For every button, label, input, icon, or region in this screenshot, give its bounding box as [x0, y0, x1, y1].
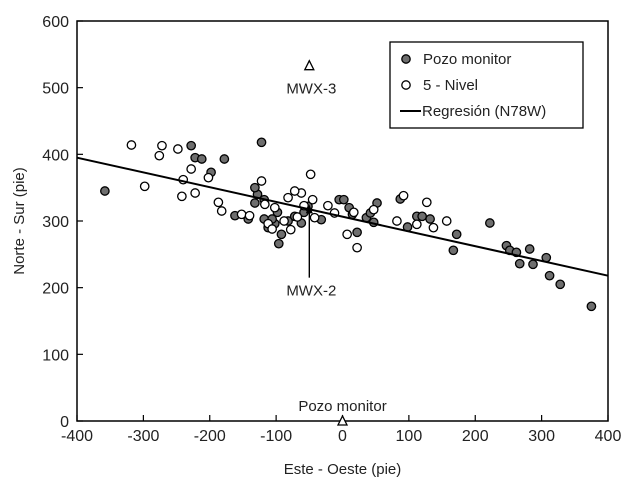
x-tick-label-2: -200	[194, 428, 226, 445]
nivel-5-point-18	[269, 202, 280, 213]
pozo-monitor-origin-label: Pozo monitor	[298, 398, 386, 415]
y-tick-label-6: 600	[42, 14, 69, 31]
pozo-monitor-point-46	[544, 270, 555, 281]
nivel-5-point-35	[411, 219, 422, 230]
nivel-5-point-37	[428, 222, 439, 233]
y-tick-label-1: 100	[42, 347, 69, 364]
nivel-5-point-39	[283, 192, 293, 203]
nivel-5-point-11	[216, 206, 227, 216]
nivel-5-point-29	[342, 229, 352, 240]
nivel-5-point-19	[279, 216, 289, 226]
pozo-monitor-point-3	[196, 154, 207, 164]
pozo-monitor-point-48	[586, 301, 597, 312]
pozo-monitor-origin-marker	[336, 414, 349, 426]
nivel-5-point-36	[421, 197, 432, 208]
pozo-monitor-point-4	[219, 154, 230, 164]
legend-swatch-1	[401, 80, 411, 90]
pozo-monitor-point-15	[276, 229, 287, 240]
nivel-5-point-5	[177, 191, 187, 202]
y-tick-label-0: 0	[60, 414, 69, 431]
legend-label-0: Pozo monitor	[423, 51, 511, 68]
mwx2-arrowhead	[305, 204, 313, 214]
nivel-5-point-32	[368, 204, 379, 215]
nivel-5-point-2	[157, 140, 167, 151]
y-tick-label-3: 300	[42, 214, 69, 231]
nivel-5-point-30	[348, 207, 359, 218]
nivel-5-point-10	[213, 197, 224, 208]
pozo-monitor-point-43	[524, 244, 535, 254]
nivel-5-point-0	[126, 140, 137, 150]
legend-box	[389, 41, 584, 129]
nivel-5-point-8	[190, 188, 200, 198]
x-tick-label-0: -400	[61, 428, 93, 445]
pozo-monitor-point-47	[555, 279, 566, 290]
nivel-5-point-26	[309, 212, 320, 223]
nivel-5-point-31	[352, 242, 362, 253]
y-axis-title: Norte - Sur (pie)	[11, 167, 28, 275]
pozo-monitor-point-23	[338, 194, 349, 205]
x-tick-label-6: 200	[462, 428, 489, 445]
nivel-5-point-38	[441, 216, 452, 226]
y-tick-label-4: 400	[42, 147, 69, 164]
pozo-monitor-point-42	[514, 258, 525, 269]
pozo-monitor-point-35	[425, 214, 435, 224]
nivel-5-point-3	[154, 150, 165, 161]
x-tick-label-4: 0	[338, 428, 347, 445]
pozo-monitor-point-38	[485, 218, 495, 228]
nivel-5-point-12	[236, 209, 247, 220]
nivel-5-point-21	[292, 212, 303, 222]
nivel-5-point-33	[392, 216, 402, 226]
nivel-5-point-13	[244, 210, 255, 221]
pozo-monitor-point-36	[448, 245, 459, 256]
nivel-5-point-9	[203, 172, 214, 183]
data-layer	[76, 137, 609, 312]
x-tick-label-5: 100	[396, 428, 423, 445]
x-axis-title: Este - Oeste (pie)	[284, 461, 402, 478]
pozo-monitor-point-9	[250, 198, 260, 208]
nivel-5-point-14	[256, 176, 267, 186]
x-tick-label-8: 400	[595, 428, 622, 445]
pozo-monitor-point-44	[528, 259, 538, 270]
x-tick-label-1: -300	[127, 428, 159, 445]
nivel-5-point-4	[173, 144, 183, 154]
pozo-monitor-point-1	[186, 140, 197, 151]
nivel-5-point-34	[398, 190, 409, 201]
legend-swatch-0	[401, 54, 411, 64]
regression-line	[76, 156, 609, 277]
nivel-5-point-7	[186, 164, 197, 174]
nivel-5-point-17	[267, 224, 277, 234]
annotation-layer: MWX-3 MWX-2 Pozo monitor	[286, 59, 387, 426]
mwx3-label: MWX-3	[286, 81, 336, 98]
legend: Pozo monitor 5 - Nivel Regresión (N78W)	[389, 41, 584, 129]
x-tick-label-7: 300	[528, 428, 555, 445]
nivel-5-point-20	[285, 224, 296, 235]
pozo-monitor-point-26	[352, 227, 362, 238]
y-tick-label-5: 500	[42, 81, 69, 98]
pozo-monitor-point-51	[273, 238, 284, 249]
pozo-monitor-point-0	[100, 186, 110, 196]
mwx3-marker	[303, 59, 315, 71]
y-tick-label-2: 200	[42, 281, 69, 298]
pozo-monitor-point-49	[250, 182, 260, 193]
nivel-5-point-15	[259, 199, 270, 210]
nivel-5-point-40	[289, 186, 300, 196]
nivel-5-point-27	[323, 200, 333, 211]
nivel-5-point-25	[307, 194, 318, 205]
mwx2-label: MWX-2	[286, 283, 336, 300]
legend-label-1: 5 - Nivel	[423, 77, 478, 94]
x-tick-label-3: -100	[260, 428, 292, 445]
nivel-5-point-24	[305, 169, 316, 180]
pozo-monitor-point-37	[451, 229, 462, 240]
pozo-monitor-point-6	[256, 137, 267, 148]
nivel-5-point-1	[139, 181, 150, 192]
legend-label-2: Regresión (N78W)	[422, 103, 546, 120]
pozo-monitor-point-34	[417, 211, 427, 222]
